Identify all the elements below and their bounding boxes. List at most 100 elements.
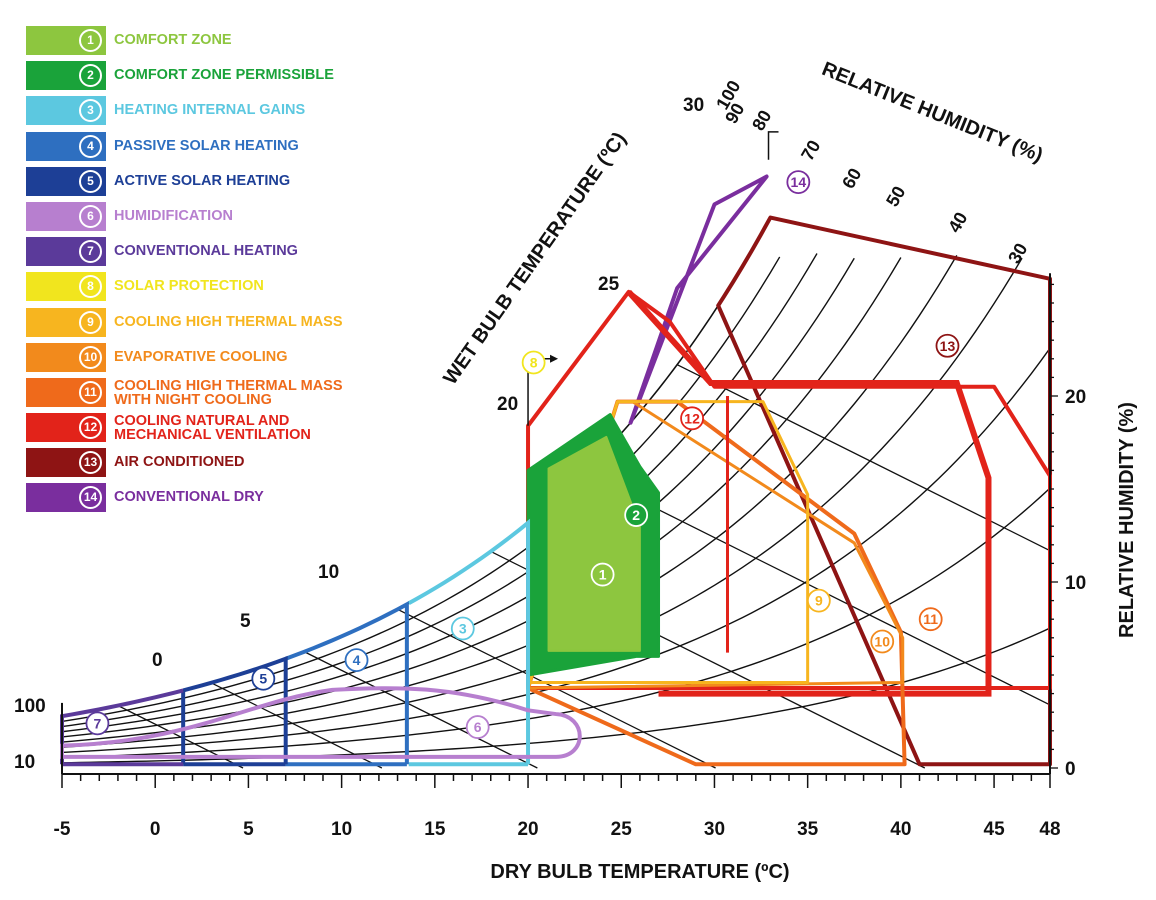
zone-marker-3: 3	[450, 616, 475, 641]
zone-5-outline	[182, 655, 288, 765]
zone-marker-label: 7	[94, 715, 102, 731]
zone-marker-label: 14	[791, 174, 807, 190]
zone-marker-label: 2	[632, 507, 640, 523]
zone-3-outline	[407, 518, 531, 765]
legend-label: CONVENTIONAL DRY	[114, 490, 264, 505]
legend-label-line: AIR CONDITIONED	[114, 454, 245, 471]
zone-marker-9: 9	[806, 588, 831, 613]
legend-swatch: 7	[26, 237, 106, 267]
zone-marker-10: 10	[870, 629, 895, 654]
rh-curve-label: 50	[882, 183, 909, 210]
zone-marker-circle	[918, 607, 943, 632]
zone-marker-label: 3	[459, 621, 467, 637]
x-tick-label: 30	[704, 819, 725, 840]
y-right-tick-label: 20	[1065, 387, 1086, 408]
legend-item-8: 8 SOLAR PROTECTION	[26, 270, 416, 305]
zone-1-fill	[547, 435, 641, 652]
zone-marker-2: 2	[624, 503, 649, 527]
legend-number: 6	[79, 204, 102, 228]
zone-marker-label: 4	[353, 652, 361, 668]
legend-number: 11	[79, 380, 102, 404]
legend-label: COMFORT ZONE	[114, 32, 232, 48]
legend-label-line: COOLING HIGH THERMAL MASS	[114, 313, 343, 330]
zone-4-outline	[285, 600, 409, 765]
legend-label-line: COMFORT ZONE PERMISSIBLE	[114, 67, 334, 84]
wet-bulb-line	[583, 471, 1051, 706]
legend-label: AIR CONDITIONED	[114, 454, 245, 471]
wet-bulb-tick-label: 0	[152, 650, 163, 671]
legend-swatch: 10	[26, 342, 106, 372]
zone-marker-circle	[465, 715, 490, 739]
legend-item-11: 11 COOLING HIGH THERMAL MASS WITH NIGHT CO…	[26, 376, 416, 411]
zone-marker-8: 8	[521, 350, 546, 375]
zone-marker-label: 6	[474, 719, 482, 735]
wet-bulb-tick-label: 10	[318, 562, 339, 583]
zone-marker-1: 1	[590, 562, 615, 587]
legend-swatch: 8	[26, 272, 106, 302]
x-tick-label: 35	[797, 819, 819, 840]
legend-item-6: 6 HUMIDIFICATION	[26, 200, 416, 235]
legend-label-line: COOLING NATURAL AND	[114, 413, 290, 430]
zone-marker-14: 14	[786, 170, 811, 195]
rh-curve	[61, 253, 818, 728]
x-axis-title: DRY BULB TEMPERATURE (ºC)	[490, 861, 789, 883]
legend-label-line: COOLING HIGH THERMAL MASS	[114, 377, 343, 394]
legend-number: 10	[79, 345, 102, 369]
x-tick-label: 40	[890, 819, 911, 840]
zone-marker-13: 13	[935, 333, 960, 358]
zone-13-outline	[716, 215, 1052, 767]
legend-label-line: WITH NIGHT COOLING	[114, 391, 272, 408]
zone-marker-circle	[935, 333, 960, 358]
zone-marker-circle	[870, 629, 895, 654]
zone-marker-circle	[806, 588, 831, 613]
zone-marker-circle	[521, 350, 546, 375]
legend-item-5: 5 ACTIVE SOLAR HEATING	[26, 165, 416, 200]
legend-number: 13	[79, 451, 102, 475]
legend-number: 12	[79, 416, 102, 440]
legend-item-14: 14 CONVENTIONAL DRY	[26, 481, 416, 516]
rh-curve-label: 30	[1004, 240, 1031, 267]
rh-curve	[61, 257, 902, 738]
arrow-head	[550, 354, 559, 363]
legend-label: HEATING INTERNAL GAINS	[114, 103, 305, 118]
legend-number: 8	[79, 275, 102, 299]
legend-swatch: 1	[26, 26, 106, 55]
x-tick-label: 25	[611, 819, 633, 840]
legend-item-1: 1 COMFORT ZONE	[26, 24, 416, 59]
zone-marker-circle	[786, 170, 811, 195]
legend-label: ACTIVE SOLAR HEATING	[114, 172, 291, 189]
legend-item-4: 4 PASSIVE SOLAR HEATING	[26, 130, 416, 165]
zone-6-outline	[60, 686, 582, 759]
legend-number: 1	[79, 29, 102, 52]
wet-bulb-tick-label: 20	[497, 394, 518, 415]
y-right-tick-label: 0	[1065, 759, 1076, 780]
zone-marker-5: 5	[251, 666, 276, 691]
zone-marker-7: 7	[85, 711, 110, 736]
y-left-tick-label: 100	[14, 696, 46, 717]
legend-item-12: 12 COOLING NATURAL AND MECHANICAL VENTILAT…	[26, 411, 416, 446]
legend-label-line: SOLAR PROTECTION	[114, 278, 264, 295]
rh-title: RELATIVE HUMIDITY (%)	[819, 58, 1046, 167]
y-right-tick-label: 10	[1065, 573, 1086, 594]
rh-curve	[61, 254, 958, 743]
legend-label-line: CONVENTIONAL HEATING	[114, 243, 298, 260]
zone-marker-label: 9	[815, 593, 823, 609]
wet-bulb-tick-label: 30	[683, 95, 704, 116]
x-tick-label: 20	[517, 819, 538, 840]
legend-label-line: ACTIVE SOLAR HEATING	[114, 172, 291, 189]
zone-marker-12: 12	[680, 406, 704, 431]
legend: 1 COMFORT ZONE 2 COMFORT ZONE PERMISSIBLE 3 H…	[26, 24, 416, 517]
x-tick-label: 0	[150, 819, 161, 840]
legend-swatch: 3	[26, 96, 106, 126]
zone-marker-label: 8	[530, 355, 538, 371]
legend-label: COOLING HIGH THERMAL MASS WITH NIGHT COOL…	[114, 377, 343, 408]
zone-12-inner	[626, 289, 992, 697]
legend-swatch: 6	[26, 201, 106, 231]
wet-bulb-title: WET BULB TEMPERATURE (ºC)	[439, 128, 631, 388]
x-tick-label: 48	[1039, 819, 1060, 840]
legend-label-line: COMFORT ZONE	[114, 32, 232, 48]
zone-layer	[60, 131, 1052, 767]
legend-swatch: 12	[26, 413, 106, 443]
legend-label: SOLAR PROTECTION	[114, 278, 264, 295]
